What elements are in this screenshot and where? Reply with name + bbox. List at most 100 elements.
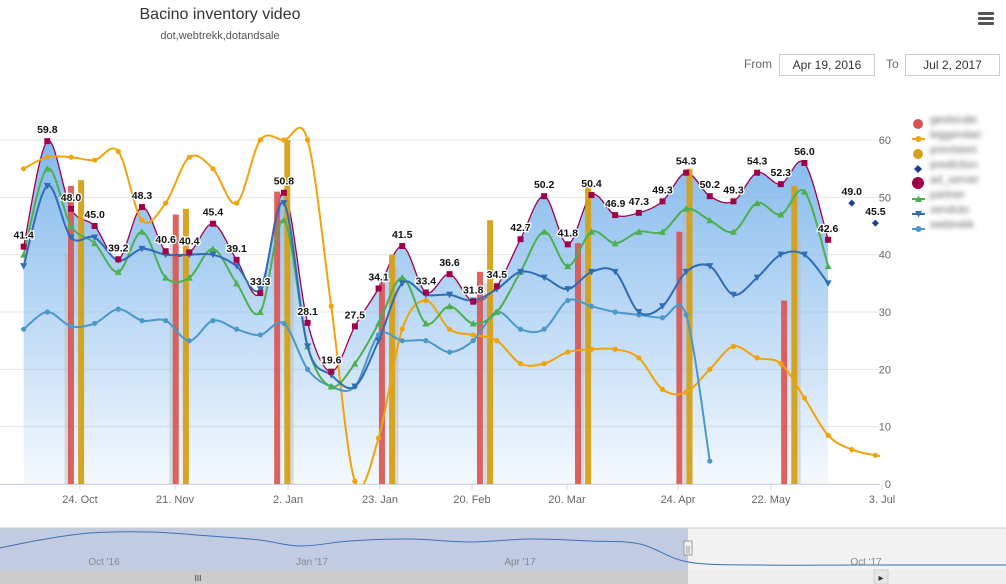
data-label: 41.4: [13, 230, 34, 242]
webtrekk-point: [281, 320, 287, 327]
leggendari-point: [636, 355, 642, 361]
x-tick-label: 24. Oct: [62, 494, 97, 506]
webtrekk-point: [186, 338, 192, 344]
x-tick-label: 23. Jan: [362, 494, 398, 506]
geolocale-bar: [378, 283, 385, 484]
previsioni-bar: [487, 220, 494, 484]
webtrekk-point: [21, 326, 27, 332]
partner-point: [469, 319, 477, 327]
ad-server-point: [683, 169, 690, 176]
legend-label: ad_server: [930, 174, 979, 186]
webtrekk-point: [210, 318, 216, 324]
scrollbar-thumb[interactable]: [0, 570, 688, 584]
leggendari-point: [257, 137, 263, 143]
geolocale-columns: [67, 185, 788, 484]
geolocale-bar: [172, 214, 179, 484]
data-label: 42.6: [818, 223, 839, 235]
ad-server-point: [351, 323, 358, 330]
legend-item-webtrekk[interactable]: webtrekk: [912, 218, 1004, 233]
navigator-handle[interactable]: [683, 540, 693, 556]
leggendari-point: [494, 338, 500, 344]
data-label: 33.3: [250, 276, 271, 288]
range-to-input[interactable]: [905, 54, 1000, 76]
partner-point: [185, 274, 193, 281]
ad-server-point: [91, 223, 98, 229]
webtrekk-point: [92, 320, 98, 327]
columns_light-bar: [483, 283, 490, 484]
x-tick-label: 20. Mar: [548, 494, 586, 506]
leggendari-series: [21, 126, 925, 484]
data-label: 40.6: [155, 234, 176, 246]
data-label: 52.3: [771, 167, 792, 179]
partner-point: [777, 211, 785, 218]
data-label: 49.3: [652, 184, 673, 196]
hamburger-menu-icon[interactable]: [978, 12, 994, 26]
venduto-point: [777, 251, 785, 259]
partner-point: [351, 360, 359, 367]
data-label: 50.2: [700, 179, 721, 191]
venduto-point: [729, 291, 737, 299]
data-label: 19.6: [321, 355, 342, 367]
legend-item-partner[interactable]: partner: [912, 188, 1004, 203]
leggendari-point: [517, 361, 524, 367]
venduto-point: [209, 251, 217, 259]
legend-item-previsioni[interactable]: previsioni: [912, 143, 1004, 159]
webtrekk-point: [257, 332, 263, 338]
venduto-point: [280, 200, 288, 207]
leggendari-point: [730, 343, 737, 349]
scrollbar-right-button[interactable]: [873, 569, 889, 584]
data-label: 41.8: [558, 227, 579, 239]
range-from-input[interactable]: [779, 54, 875, 76]
legend-item-venduto[interactable]: venduto: [912, 203, 1004, 218]
columns_light-columns: [64, 208, 801, 484]
partner-point: [398, 274, 406, 281]
venduto-point: [43, 182, 51, 190]
partner-point: [753, 199, 761, 207]
data-label: 31.8: [463, 285, 484, 297]
partner-point: [43, 165, 51, 172]
legend-item-geolocale[interactable]: geolocale: [912, 113, 1004, 129]
partner-point: [540, 228, 548, 235]
leggendari-point: [21, 166, 27, 172]
legend-item-prediction[interactable]: prediction: [912, 158, 1004, 173]
prediction-point: [848, 199, 856, 207]
partner-line: [22, 167, 830, 388]
webtrekk-point: [470, 338, 476, 344]
leggendari-point: [399, 326, 405, 332]
ad-server-point: [635, 209, 642, 216]
partner-point: [67, 222, 75, 229]
leggendari-point: [328, 303, 334, 309]
partner-point: [682, 205, 690, 212]
data-label: 34.1: [368, 271, 389, 283]
legend-marker-icon: [912, 176, 924, 189]
webtrekk-point: [399, 338, 405, 344]
venduto-point: [375, 337, 383, 345]
x-tick-label: 20. Feb: [453, 494, 490, 506]
venduto-point: [824, 280, 832, 287]
ad-server-point: [375, 285, 382, 292]
scrollbar-grip-glyph: III: [195, 574, 202, 583]
data-label: 49.0: [842, 186, 863, 198]
data-label: 50.2: [534, 179, 555, 191]
previsioni-bar: [284, 140, 291, 484]
partner-series: [20, 165, 832, 390]
data-label: 50.4: [581, 178, 602, 190]
navigator-background: [0, 528, 1006, 570]
data-label: 33.4: [416, 276, 437, 288]
y-tick-label: 0: [885, 479, 891, 491]
partner-point: [446, 302, 454, 310]
legend-item-ad_server[interactable]: ad_server: [912, 173, 1004, 189]
data-label: 39.2: [108, 242, 129, 254]
venduto-point: [20, 263, 28, 270]
venduto-point: [540, 274, 548, 282]
venduto-point: [233, 263, 241, 270]
partner-point: [706, 216, 714, 224]
ad-server-point: [44, 138, 51, 145]
geolocale-bar: [676, 231, 683, 484]
geolocale-bar: [67, 185, 74, 484]
navigator-label: Jan '17: [296, 557, 328, 568]
leggendari-point: [896, 456, 901, 461]
leggendari-point: [920, 461, 925, 466]
webtrekk-series: [21, 297, 713, 464]
legend-item-leggendari[interactable]: leggendari: [912, 128, 1004, 143]
